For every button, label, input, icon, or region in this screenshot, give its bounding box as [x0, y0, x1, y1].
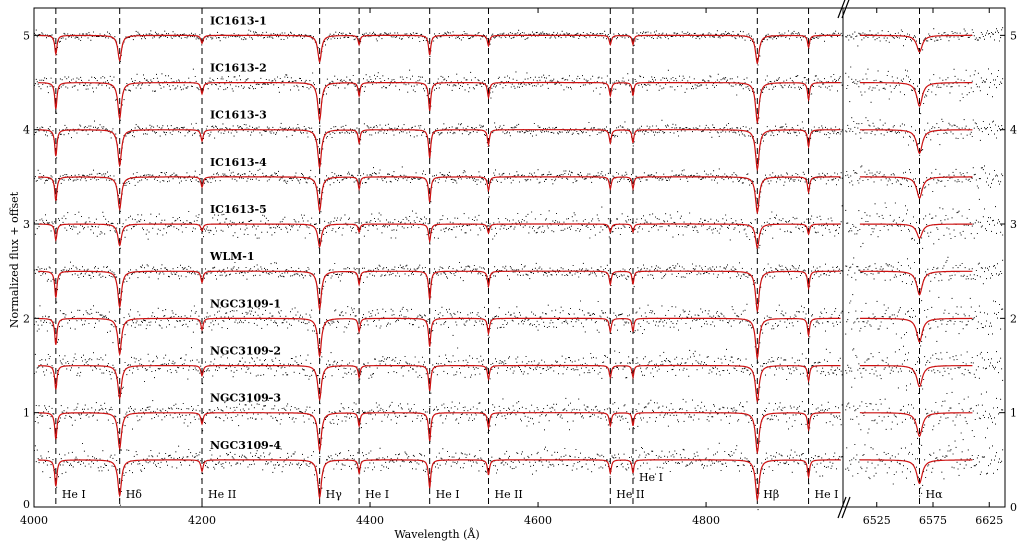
x-tick-label: 4400 [356, 514, 384, 527]
y-tick-label: 1 [23, 407, 30, 420]
spectrum-data-points [34, 345, 1004, 408]
y-tick-label-right: 2 [1010, 312, 1017, 325]
spectrum-model-line [38, 129, 841, 172]
plot-frame-right [842, 7, 1006, 508]
spectrum-model-line-halpha [859, 317, 973, 343]
x-tick-label: 6625 [975, 514, 1003, 527]
x-tick-label: 4800 [692, 514, 720, 527]
spectrum-data-points [34, 66, 1004, 127]
spectrum-name-label: NGC3109-3 [210, 392, 281, 405]
spectrum-data-points [34, 198, 1004, 255]
spectrum-model-line [38, 317, 841, 361]
spectrum-model-line [38, 223, 841, 250]
spectrum-data-points [34, 256, 1004, 314]
y-tick-label: 2 [23, 312, 30, 325]
spectrum-model-line [38, 364, 841, 404]
y-tick-label-right: 3 [1010, 218, 1017, 231]
line-label: He II [616, 488, 644, 501]
line-label: He I [365, 488, 389, 501]
spectrum-model-line-halpha [859, 129, 973, 155]
spectrum-name-label: IC1613-1 [210, 14, 267, 27]
spectrum-name-label: IC1613-5 [210, 203, 267, 216]
spectrum-name-label: WLM-1 [209, 250, 254, 263]
line-label: Hβ [763, 488, 779, 501]
y-tick-label: 0 [23, 498, 30, 511]
axis-break-top [837, 0, 850, 19]
spectrum-data-points [34, 386, 1004, 458]
line-label: He I [436, 488, 460, 501]
spectrum-data-points [34, 165, 1004, 213]
line-label: Hγ [326, 488, 343, 501]
y-axis-label: Normalized flux + offset [8, 191, 21, 328]
line-label: He II [208, 488, 236, 501]
y-tick-label: 5 [23, 29, 30, 42]
y-tick-label-right: 0 [1010, 501, 1017, 514]
axis-break-bottom [837, 496, 851, 519]
line-label: He I [62, 488, 86, 501]
spectrum-name-label: NGC3109-2 [210, 345, 281, 358]
spectrum-name-label: IC1613-3 [210, 109, 267, 122]
line-label: Hδ [126, 488, 143, 501]
spectrum-data-points [34, 117, 1004, 167]
line-label: He I [815, 488, 839, 501]
x-tick-label: 4200 [188, 514, 216, 527]
y-tick-label: 4 [23, 124, 30, 137]
y-tick-label: 3 [23, 218, 30, 231]
x-axis-label: Wavelength (Å) [394, 527, 479, 541]
spectrum-name-label: IC1613-2 [210, 62, 267, 75]
spectrum-model-line-halpha [859, 459, 973, 485]
spectrum-model-line [38, 459, 841, 502]
spectrum-model-line-halpha [859, 365, 973, 388]
line-label: Hα [926, 488, 944, 501]
spectrum-data-points [34, 294, 1004, 363]
spectrum-model-line-halpha [859, 82, 973, 107]
spectrum-name-label: IC1613-4 [210, 156, 267, 169]
x-tick-label: 4000 [20, 514, 48, 527]
line-label: He II [494, 488, 522, 501]
x-tick-label: 6575 [919, 514, 947, 527]
spectrum-model-line-halpha [859, 270, 973, 296]
spectrum-model-line [38, 34, 841, 65]
y-tick-label-right: 1 [1010, 407, 1017, 420]
y-tick-label-right: 5 [1010, 29, 1017, 42]
spectrum-model-line-halpha [859, 412, 973, 438]
spectrum-data-points [34, 27, 1004, 66]
spectrum-model-line-halpha [859, 34, 973, 53]
spectrum-model-line-halpha [859, 223, 973, 239]
spectrum-name-label: NGC3109-4 [210, 439, 281, 452]
spectrum-model-line [38, 412, 841, 455]
line-label: He I [639, 471, 663, 484]
spectrum-name-label: NGC3109-1 [210, 297, 281, 310]
spectrum-model-line [38, 176, 841, 215]
y-tick-label-right: 4 [1010, 124, 1017, 137]
spectrum-model-line [38, 81, 841, 125]
spectrum-model-line-halpha [859, 176, 973, 199]
spectrum-model-line [38, 270, 841, 313]
x-tick-label: 4600 [524, 514, 552, 527]
x-tick-label: 6525 [863, 514, 891, 527]
